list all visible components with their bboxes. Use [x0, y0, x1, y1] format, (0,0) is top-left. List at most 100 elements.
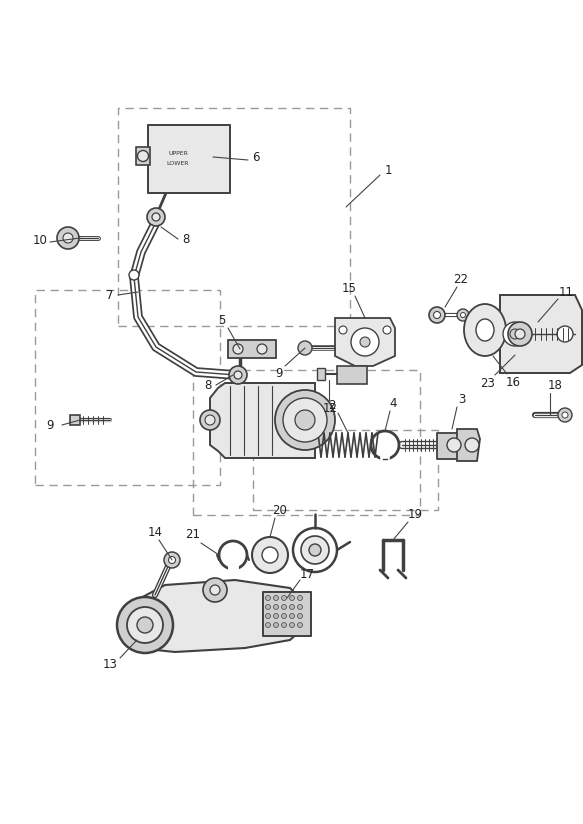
Text: 23: 23	[480, 377, 496, 390]
Text: 2: 2	[328, 399, 336, 411]
Text: 15: 15	[342, 282, 356, 294]
Text: 3: 3	[458, 392, 466, 405]
Text: 10: 10	[33, 233, 47, 246]
Circle shape	[168, 556, 175, 564]
Text: 9: 9	[275, 367, 283, 380]
Text: 6: 6	[252, 151, 260, 163]
Circle shape	[429, 307, 445, 323]
Circle shape	[63, 233, 73, 243]
Circle shape	[297, 596, 303, 601]
Circle shape	[265, 614, 271, 619]
Circle shape	[461, 312, 465, 317]
Circle shape	[203, 578, 227, 602]
Text: UPPER: UPPER	[168, 151, 188, 156]
FancyBboxPatch shape	[263, 592, 311, 636]
Circle shape	[515, 329, 525, 339]
Circle shape	[290, 614, 294, 619]
Circle shape	[508, 322, 532, 346]
Ellipse shape	[476, 319, 494, 341]
Text: 21: 21	[185, 528, 201, 541]
Circle shape	[383, 326, 391, 334]
Circle shape	[290, 605, 294, 610]
Circle shape	[262, 547, 278, 563]
Circle shape	[297, 622, 303, 628]
Text: 8: 8	[204, 378, 212, 391]
Circle shape	[229, 366, 247, 384]
Circle shape	[283, 398, 327, 442]
Circle shape	[503, 322, 527, 346]
Circle shape	[290, 596, 294, 601]
Circle shape	[301, 536, 329, 564]
Circle shape	[447, 438, 461, 452]
Text: 20: 20	[273, 503, 287, 517]
Text: 14: 14	[147, 526, 163, 539]
Circle shape	[510, 329, 520, 339]
Text: 18: 18	[547, 378, 563, 391]
FancyBboxPatch shape	[228, 340, 276, 358]
Circle shape	[273, 622, 279, 628]
Text: 16: 16	[505, 376, 521, 388]
FancyBboxPatch shape	[136, 147, 150, 165]
Text: 9: 9	[46, 419, 54, 432]
Circle shape	[233, 344, 243, 354]
Text: LOWER: LOWER	[167, 161, 189, 166]
Polygon shape	[335, 318, 395, 366]
Circle shape	[434, 311, 441, 319]
Polygon shape	[137, 580, 307, 652]
Circle shape	[257, 344, 267, 354]
Text: 12: 12	[322, 401, 338, 414]
Circle shape	[309, 544, 321, 556]
Circle shape	[200, 410, 220, 430]
Circle shape	[152, 213, 160, 221]
Circle shape	[265, 622, 271, 628]
Text: 8: 8	[182, 232, 189, 246]
Text: 7: 7	[106, 288, 114, 302]
Circle shape	[339, 326, 347, 334]
Circle shape	[205, 415, 215, 425]
Circle shape	[273, 596, 279, 601]
Circle shape	[137, 617, 153, 633]
Polygon shape	[457, 429, 480, 461]
Circle shape	[273, 614, 279, 619]
Circle shape	[562, 412, 568, 418]
Circle shape	[360, 337, 370, 347]
Circle shape	[465, 438, 479, 452]
Circle shape	[273, 605, 279, 610]
Text: 11: 11	[559, 285, 574, 298]
Circle shape	[290, 622, 294, 628]
Circle shape	[557, 326, 573, 342]
Circle shape	[129, 270, 139, 280]
FancyBboxPatch shape	[70, 415, 80, 425]
Circle shape	[265, 596, 271, 601]
Text: 17: 17	[300, 568, 314, 580]
Polygon shape	[500, 295, 582, 373]
Circle shape	[275, 390, 335, 450]
Circle shape	[297, 614, 303, 619]
Circle shape	[138, 151, 149, 162]
Circle shape	[282, 605, 286, 610]
Text: 1: 1	[384, 163, 392, 176]
Circle shape	[164, 552, 180, 568]
Circle shape	[265, 605, 271, 610]
FancyBboxPatch shape	[337, 366, 367, 384]
Circle shape	[282, 596, 286, 601]
Circle shape	[558, 408, 572, 422]
Ellipse shape	[464, 304, 506, 356]
Circle shape	[282, 622, 286, 628]
FancyBboxPatch shape	[437, 433, 462, 459]
Circle shape	[117, 597, 173, 653]
Text: 5: 5	[218, 313, 226, 326]
Circle shape	[351, 328, 379, 356]
Text: 22: 22	[454, 273, 469, 285]
Text: 4: 4	[389, 396, 397, 410]
Circle shape	[457, 309, 469, 321]
Polygon shape	[210, 383, 315, 458]
Circle shape	[297, 605, 303, 610]
Circle shape	[57, 227, 79, 249]
FancyBboxPatch shape	[317, 368, 325, 380]
Circle shape	[298, 341, 312, 355]
Circle shape	[234, 371, 242, 379]
FancyBboxPatch shape	[148, 125, 230, 193]
Text: 19: 19	[408, 508, 423, 521]
Circle shape	[295, 410, 315, 430]
